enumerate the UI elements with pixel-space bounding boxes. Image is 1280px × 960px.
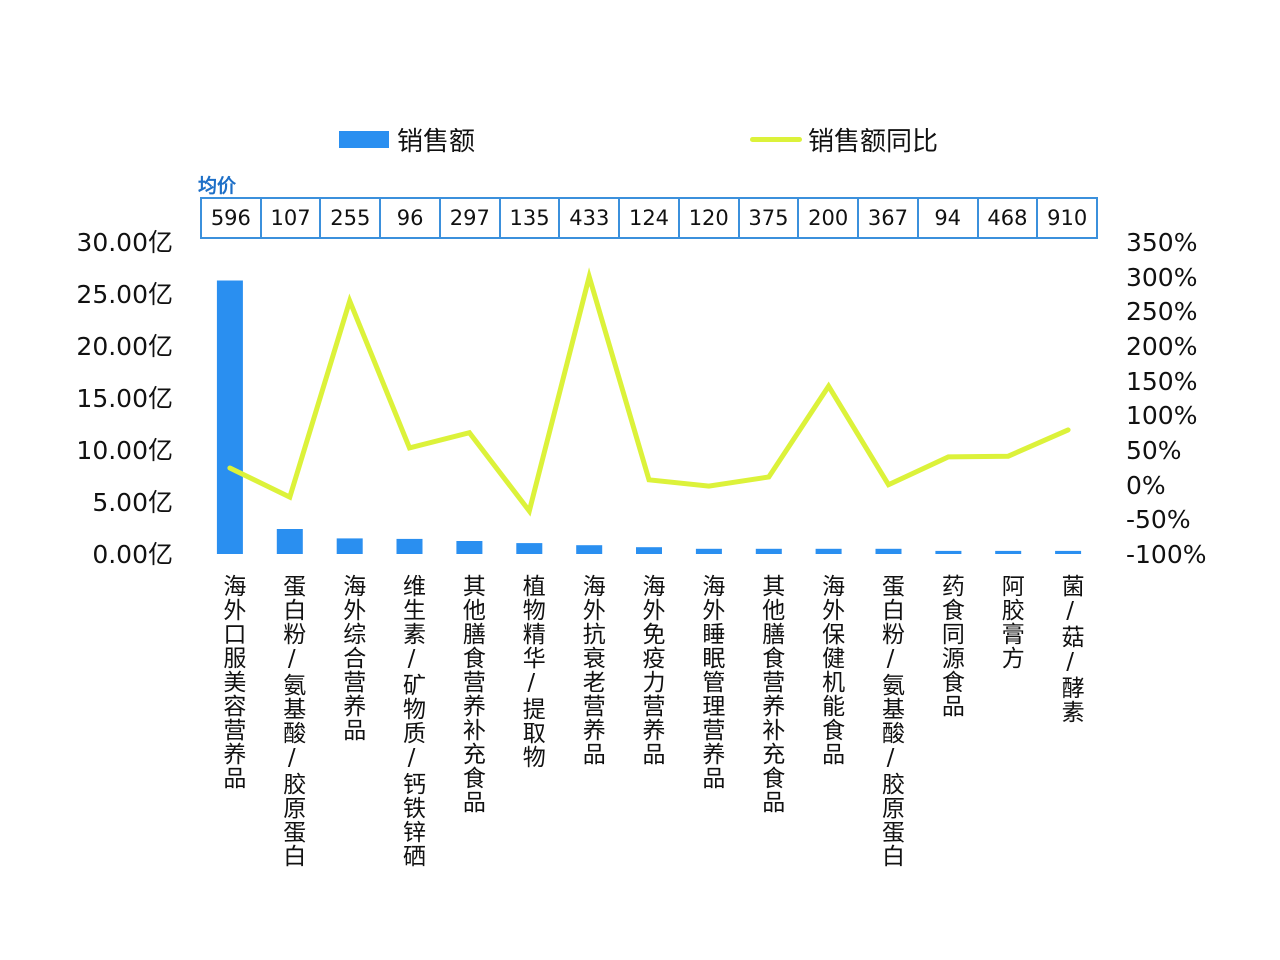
avg-price-cell: 124: [620, 199, 680, 237]
sales-yoy-line[interactable]: [227, 267, 1071, 517]
sales-bar[interactable]: [1055, 550, 1082, 554]
left-axis-tick: 0.00亿: [92, 540, 173, 569]
avg-price-cell: 107: [262, 199, 322, 237]
sales-bar[interactable]: [336, 538, 363, 554]
avg-price-cell: 255: [321, 199, 382, 237]
avg-price-cell: 433: [560, 199, 621, 237]
x-axis-category-label: 药食同源食品: [937, 574, 964, 718]
avg-price-cell: 468: [979, 199, 1039, 237]
avg-price-cell: 910: [1047, 206, 1088, 230]
sales-bar[interactable]: [875, 548, 902, 554]
sales-bar[interactable]: [456, 541, 483, 554]
sales-bar[interactable]: [216, 280, 243, 555]
right-axis-tick: 250%: [1126, 297, 1198, 326]
left-axis-tick: 25.00亿: [76, 280, 173, 309]
sales-bar[interactable]: [396, 538, 423, 554]
left-axis-tick: 30.00亿: [76, 228, 173, 257]
legend-label-sales-yoy: 销售额同比: [808, 127, 939, 157]
right-axis-tick: 150%: [1126, 367, 1198, 396]
avg-price-cell: 96: [381, 199, 441, 237]
avg-price-table: 596 107 255 96 297 135 433 124 120 375 2…: [200, 197, 1098, 239]
avg-price-cell: 200: [799, 199, 860, 237]
sales-bar[interactable]: [276, 529, 303, 554]
sales-bar[interactable]: [516, 543, 543, 554]
right-axis-tick: 50%: [1126, 436, 1182, 465]
sales-bar[interactable]: [935, 550, 962, 554]
x-axis-category-label: 海外口服美容营养品: [218, 574, 245, 790]
right-axis-tick: 350%: [1126, 228, 1198, 257]
right-axis-tick: 300%: [1126, 263, 1198, 292]
x-axis-category-label: 蛋白粉/氨基酸/胶原蛋白: [278, 574, 305, 868]
avg-price-cell: 297: [441, 199, 501, 237]
right-axis-tick: 100%: [1126, 401, 1198, 430]
avg-price-cell: 596: [202, 199, 262, 237]
x-axis-category-label: 其他膳食营养补充食品: [458, 574, 485, 814]
sales-bar[interactable]: [636, 547, 662, 554]
x-axis-category-label: 菌/菇/酵素: [1057, 574, 1084, 724]
legend-label-sales: 销售额: [397, 127, 476, 157]
x-axis-category-label: 海外综合营养品: [338, 574, 365, 742]
right-axis-tick: 200%: [1126, 332, 1198, 361]
x-axis-category-label: 海外保健机能食品: [817, 574, 844, 766]
x-axis-category-label: 其他膳食营养补充食品: [757, 574, 784, 814]
left-axis-tick: 20.00亿: [76, 332, 173, 361]
x-axis-category-label: 海外抗衰老营养品: [578, 574, 605, 766]
x-axis-category-label: 海外睡眠管理营养品: [697, 574, 724, 790]
right-axis-tick: -50%: [1126, 505, 1191, 534]
x-axis-category-label: 植物精华/提取物: [518, 574, 545, 769]
sales-bar[interactable]: [995, 550, 1022, 554]
legend-item-sales[interactable]: 销售额: [339, 121, 475, 158]
avg-price-title: 均价: [198, 175, 237, 197]
avg-price-cell: 120: [680, 199, 740, 237]
legend-line-swatch-icon: [750, 137, 802, 142]
legend-item-sales-yoy[interactable]: 销售额同比: [750, 121, 938, 158]
avg-price-cell: 94: [919, 199, 979, 237]
x-axis-category-label: 维生素/矿物质/钙铁锌硒: [398, 574, 425, 868]
sales-bars: [216, 280, 1082, 555]
left-axis-tick: 10.00亿: [76, 436, 173, 465]
avg-price-cell: 375: [740, 199, 800, 237]
x-axis-category-label: 阿胶膏方: [997, 574, 1024, 670]
x-axis-category-label: 海外免疫力营养品: [638, 574, 664, 766]
right-axis-tick: -100%: [1126, 540, 1207, 569]
left-axis-tick: 5.00亿: [92, 488, 173, 517]
avg-price-cell: 135: [501, 199, 561, 237]
sales-bar[interactable]: [815, 548, 842, 554]
avg-price-cell: 367: [859, 199, 919, 237]
x-axis-category-label: 蛋白粉/氨基酸/胶原蛋白: [877, 574, 904, 868]
sales-bar[interactable]: [755, 548, 782, 554]
legend-bar-swatch-icon: [339, 131, 389, 148]
sales-bar[interactable]: [576, 545, 603, 554]
sales-bar[interactable]: [695, 548, 722, 554]
left-axis-tick: 15.00亿: [76, 384, 173, 413]
right-axis-tick: 0%: [1126, 471, 1166, 500]
